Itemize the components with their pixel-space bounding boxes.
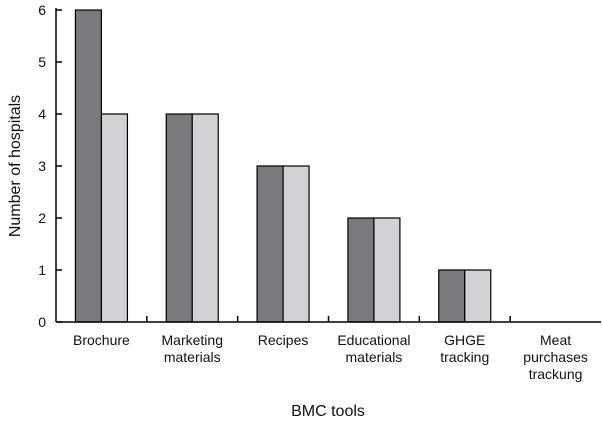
- y-tick-label: 0: [38, 314, 46, 330]
- y-tick-label: 5: [38, 54, 46, 70]
- bar: [438, 269, 466, 323]
- bar: [373, 217, 401, 323]
- bar: [165, 113, 193, 323]
- y-tick-label: 2: [38, 210, 46, 226]
- y-tick-label: 1: [38, 262, 46, 278]
- x-tick-label: GHGE tracking: [440, 332, 489, 365]
- bar: [100, 113, 129, 323]
- x-tick-label: Recipes: [258, 332, 309, 348]
- x-tick-label: Educational materials: [337, 332, 410, 365]
- y-tick-label: 6: [38, 2, 46, 18]
- bar: [191, 113, 219, 323]
- x-axis-label: BMC tools: [291, 403, 365, 420]
- x-tick-label: Meat purchases trackung: [523, 332, 588, 382]
- y-tick-label: 4: [38, 106, 46, 122]
- bar: [74, 9, 103, 323]
- bar: [464, 269, 492, 323]
- y-axis-label: Number of hospitals: [7, 95, 24, 237]
- x-tick-label: Brochure: [73, 332, 130, 348]
- y-tick-label: 3: [38, 158, 46, 174]
- bar: [256, 165, 284, 323]
- x-tick-label: Marketing materials: [162, 332, 223, 365]
- bar: [282, 165, 310, 323]
- bar: [347, 217, 375, 323]
